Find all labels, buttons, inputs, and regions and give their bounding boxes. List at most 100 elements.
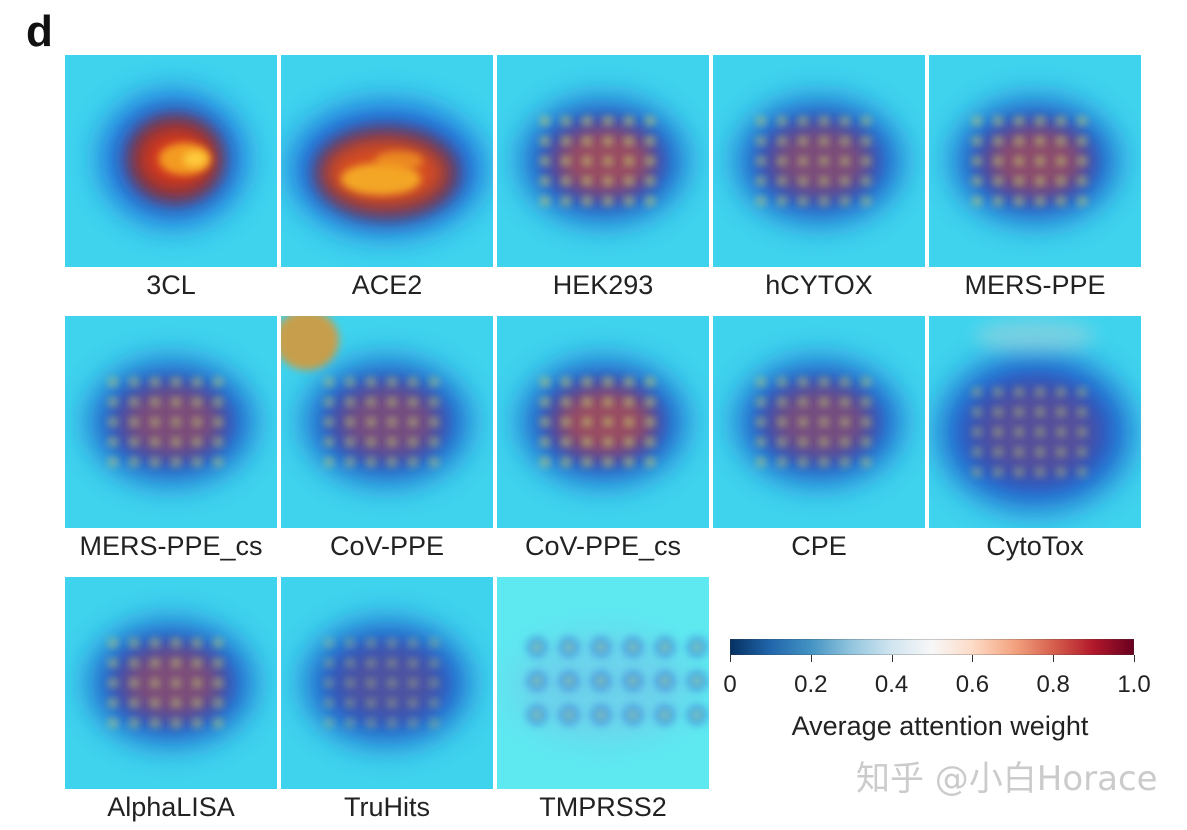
heat-spot: [1035, 196, 1045, 206]
heat-spot: [993, 427, 1003, 437]
heat-spot: [972, 196, 982, 206]
heatmap-tile: [65, 316, 277, 528]
heatmap-tile: [929, 316, 1141, 528]
heat-spot: [366, 718, 376, 728]
heat-spot: [171, 658, 181, 668]
heat-spot: [840, 417, 850, 427]
heat-spot: [366, 377, 376, 387]
heat-spot: [108, 698, 118, 708]
heat-spot: [150, 377, 160, 387]
heat-spot: [213, 678, 223, 688]
heat-spot: [171, 678, 181, 688]
heat-spot: [1056, 387, 1066, 397]
heatmap-image: [65, 55, 277, 267]
heat-spot: [993, 136, 1003, 146]
heat-spot: [661, 711, 669, 719]
heat-spot: [972, 136, 982, 146]
heat-spot: [129, 377, 139, 387]
heat-spot: [213, 377, 223, 387]
heat-spot: [624, 397, 634, 407]
heat-spot: [366, 638, 376, 648]
heat-spot: [819, 136, 829, 146]
heat-spot: [1035, 176, 1045, 186]
heat-spot: [387, 377, 397, 387]
heat-spot: [150, 457, 160, 467]
heat-spot: [1014, 427, 1024, 437]
heat-spot: [129, 437, 139, 447]
heat-spot: [1014, 387, 1024, 397]
heat-spot: [582, 176, 592, 186]
heat-spot: [387, 397, 397, 407]
heat-spot: [213, 658, 223, 668]
heat-spot: [1014, 156, 1024, 166]
heat-spot: [408, 698, 418, 708]
heat-spot: [798, 136, 808, 146]
heat-spot: [582, 196, 592, 206]
heat-spot: [603, 136, 613, 146]
colorbar-tick-label: 0.2: [794, 671, 828, 698]
heat-spot: [777, 397, 787, 407]
heat-spot: [1056, 136, 1066, 146]
heat-spot: [540, 377, 550, 387]
heat-spot: [533, 711, 541, 719]
heatmap-image: [281, 577, 493, 789]
heat-spot: [1035, 387, 1045, 397]
heat-spot: [861, 397, 871, 407]
heat-spot: [819, 417, 829, 427]
heat-spot: [345, 718, 355, 728]
heatmap-tile: [713, 316, 925, 528]
heat-spot: [840, 156, 850, 166]
heatmap-tile: [65, 55, 277, 267]
heat-spot: [150, 417, 160, 427]
heat-spot: [756, 437, 766, 447]
heat-spot: [387, 658, 397, 668]
heat-spot: [756, 377, 766, 387]
colorbar-tick-label: 0.4: [874, 671, 909, 698]
heat-spot: [603, 437, 613, 447]
heat-spot: [387, 437, 397, 447]
heat-spot: [624, 116, 634, 126]
heat-spot: [1014, 116, 1024, 126]
heat-spot: [972, 387, 982, 397]
heat-spot: [661, 677, 669, 685]
heat-spot: [645, 176, 655, 186]
heat-spot: [819, 437, 829, 447]
heat-spot: [840, 397, 850, 407]
heatmap-tile: [497, 316, 709, 528]
heat-spot: [150, 437, 160, 447]
heat-spot: [341, 163, 421, 195]
heat-spot: [1077, 156, 1087, 166]
heat-spot: [408, 377, 418, 387]
heat-spot: [324, 638, 334, 648]
heat-spot: [171, 417, 181, 427]
heat-spot: [171, 397, 181, 407]
heat-spot: [624, 156, 634, 166]
heat-spot: [624, 437, 634, 447]
heat-spot: [624, 377, 634, 387]
heat-spot: [561, 116, 571, 126]
heat-spot: [693, 711, 701, 719]
heat-spot: [1014, 467, 1024, 477]
panel-letter: d: [26, 7, 53, 56]
heat-spot: [861, 156, 871, 166]
heat-spot: [345, 377, 355, 387]
heat-spot: [624, 457, 634, 467]
heatmap-tile: [497, 577, 709, 789]
colorbar-tick-mark: [972, 655, 974, 662]
heat-spot: [192, 698, 202, 708]
heat-spot: [603, 397, 613, 407]
heat-spot: [972, 447, 982, 457]
heat-spot: [108, 377, 118, 387]
colorbar-tick-label: 1.0: [1117, 671, 1151, 698]
heat-spot: [540, 437, 550, 447]
heat-spot: [387, 638, 397, 648]
heatmap-image: [497, 316, 709, 528]
heat-spot: [993, 467, 1003, 477]
heatmap-image: [497, 577, 709, 789]
heat-spot: [345, 397, 355, 407]
heat-spot: [840, 196, 850, 206]
heat-spot: [213, 638, 223, 648]
heat-spot: [324, 698, 334, 708]
heat-spot: [582, 116, 592, 126]
heat-spot: [324, 437, 334, 447]
